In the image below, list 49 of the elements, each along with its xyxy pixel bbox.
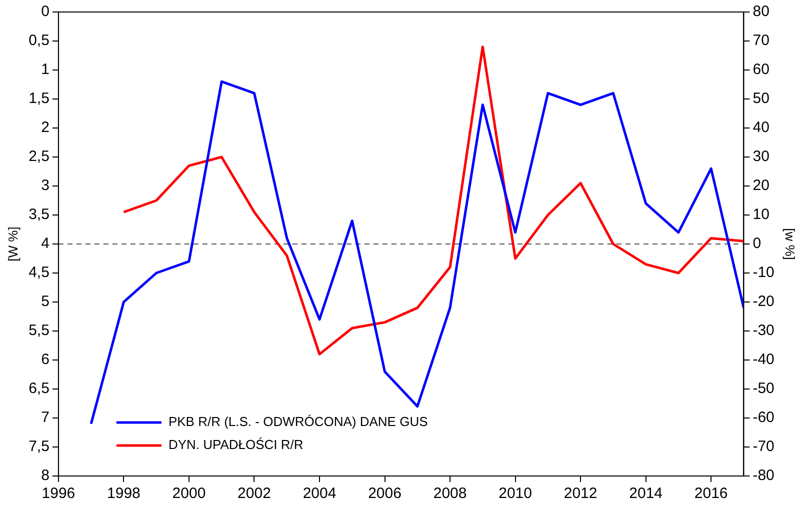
y2-tick-label: -40 (752, 351, 774, 368)
y-tick-label: 1 (41, 61, 50, 78)
y-tick-label: 2,5 (28, 148, 50, 166)
y-tick-label: 5,5 (28, 322, 50, 340)
y2-tick-label: 60 (752, 61, 770, 78)
x-tick-label: 2004 (302, 485, 336, 502)
x-tick-label: 1998 (107, 485, 140, 502)
y2-tick-label: 50 (752, 90, 770, 108)
y-tick-label: 0 (41, 3, 50, 20)
y2-tick-label: -70 (752, 438, 774, 456)
x-tick-label: 2012 (564, 485, 598, 502)
y2-tick-label: -30 (752, 322, 774, 340)
x-tick-label: 2002 (238, 485, 271, 502)
y2-tick-label: -10 (752, 264, 774, 282)
y2-tick-label: -80 (752, 467, 774, 484)
legend-label: PKB R/R (L.S. - ODWRÓCONA) DANE GUS (168, 414, 428, 430)
x-tick-label: 2008 (433, 485, 467, 502)
y-tick-label: 1,5 (28, 90, 50, 108)
legend-label: DYN. UPADŁOŚCI R/R (168, 437, 304, 452)
y2-axis-title: [w %] (782, 228, 798, 260)
y-tick-label: 7,5 (28, 438, 50, 456)
x-tick-label: 2010 (498, 485, 532, 502)
y-tick-label: 5 (41, 293, 50, 310)
y2-tick-label: 80 (752, 3, 770, 20)
y2-tick-label: -20 (752, 293, 774, 310)
y2-tick-label: -50 (752, 380, 774, 398)
y-axis-title: [W %] (5, 226, 20, 262)
y2-tick-label: 70 (752, 32, 770, 50)
x-tick-label: 2000 (172, 485, 206, 502)
x-tick-label: 2016 (694, 485, 728, 502)
y2-tick-label: -60 (752, 409, 774, 426)
y-tick-label: 0,5 (28, 32, 50, 50)
y2-tick-label: 10 (752, 206, 770, 224)
y-tick-label: 7 (41, 409, 50, 426)
x-tick-label: 2006 (368, 485, 402, 502)
y2-tick-label: 20 (752, 177, 770, 194)
y-tick-label: 8 (41, 467, 50, 484)
x-tick-label: 1996 (42, 485, 76, 502)
y-tick-label: 3 (41, 177, 50, 194)
y2-tick-label: 30 (752, 148, 770, 166)
y2-tick-label: 40 (752, 119, 770, 136)
y-tick-label: 3,5 (28, 206, 50, 224)
x-tick-label: 2014 (629, 485, 663, 502)
y-tick-label: 4,5 (28, 264, 50, 282)
y-tick-label: 2 (41, 119, 50, 136)
y-tick-label: 6 (41, 351, 50, 368)
y-tick-label: 4 (41, 235, 50, 252)
y2-tick-label: 0 (752, 235, 762, 252)
y-tick-label: 6,5 (28, 380, 50, 398)
